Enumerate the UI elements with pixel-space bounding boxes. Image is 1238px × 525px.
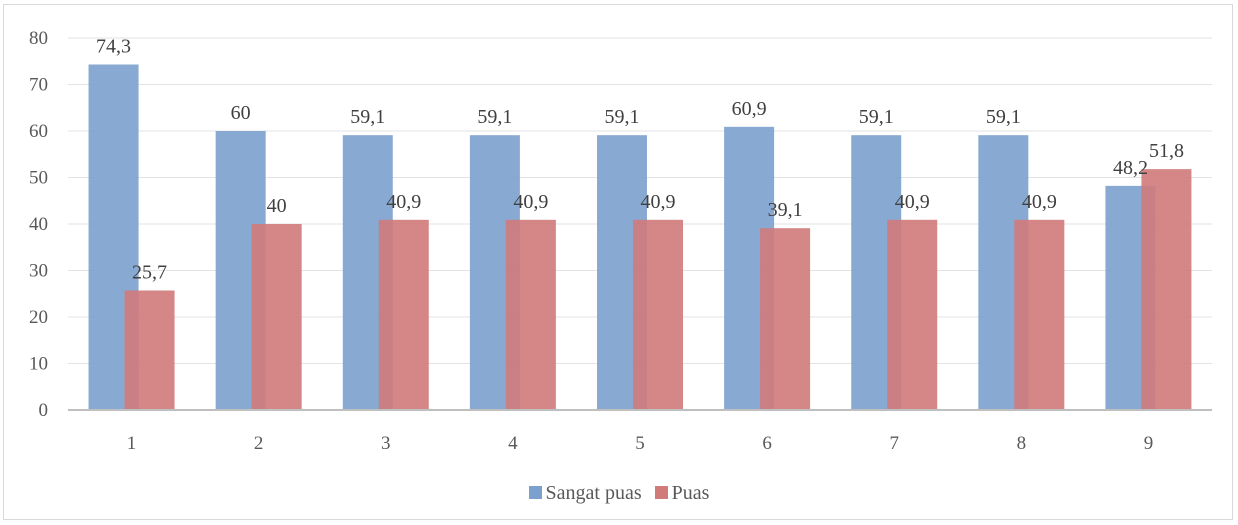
x-tick-label: 6 — [762, 433, 772, 454]
y-tick-label: 50 — [29, 168, 48, 189]
data-label-puas: 40,9 — [895, 191, 930, 213]
bar-puas — [887, 219, 938, 410]
y-tick-label: 70 — [29, 75, 48, 96]
y-tick-label: 20 — [29, 307, 48, 328]
y-tick-label: 30 — [29, 261, 48, 282]
x-tick-label: 9 — [1144, 433, 1154, 454]
bar-puas — [1014, 219, 1065, 410]
data-label-sangat-puas: 60,9 — [732, 98, 767, 120]
y-tick-label: 10 — [29, 354, 48, 375]
x-tick-label: 8 — [1017, 433, 1027, 454]
data-label-puas: 40,9 — [1022, 191, 1057, 213]
data-label-puas: 40,9 — [386, 191, 421, 213]
bar-puas — [760, 228, 811, 410]
x-tick-label: 2 — [254, 433, 264, 454]
data-label-sangat-puas: 59,1 — [986, 106, 1021, 128]
data-label-puas: 51,8 — [1149, 140, 1184, 162]
bar-puas — [251, 224, 302, 410]
y-tick-label: 40 — [29, 214, 48, 235]
data-label-sangat-puas: 59,1 — [477, 106, 512, 128]
data-label-sangat-puas: 59,1 — [605, 106, 640, 128]
data-label-puas: 40,9 — [641, 191, 676, 213]
data-label-puas: 39,1 — [768, 199, 803, 221]
bar-puas — [633, 219, 683, 410]
x-tick-label: 4 — [508, 433, 518, 454]
data-label-puas: 40 — [267, 195, 287, 217]
data-label-sangat-puas: 59,1 — [859, 106, 894, 128]
data-label-sangat-puas: 59,1 — [350, 106, 385, 128]
legend: Sangat puas Puas — [0, 482, 1238, 505]
bar-chart: 0 10 20 30 40 50 60 70 80 1 2 3 4 5 6 7 8 9 74,3 25,7 60 40 59… — [29, 28, 1212, 454]
x-tick-label: 3 — [381, 433, 391, 454]
y-tick-label: 80 — [29, 28, 48, 49]
bar-puas — [1141, 169, 1192, 410]
x-tick-label: 7 — [889, 433, 899, 454]
data-label-sangat-puas: 48,2 — [1113, 157, 1148, 179]
x-tick-label: 1 — [127, 433, 137, 454]
legend-label-puas: Puas — [671, 482, 710, 504]
data-label-sangat-puas: 74,3 — [96, 36, 131, 58]
legend-swatch-puas — [654, 486, 668, 499]
data-label-puas: 25,7 — [132, 261, 167, 283]
y-tick-label: 0 — [39, 400, 49, 421]
legend-item-puas: Puas — [654, 482, 710, 505]
legend-item-sangat-puas: Sangat puas — [528, 482, 642, 505]
legend-label-sangat-puas: Sangat puas — [545, 482, 642, 504]
bar-puas — [505, 219, 556, 410]
legend-swatch-sangat-puas — [528, 486, 542, 499]
bar-puas — [378, 219, 429, 410]
x-tick-label: 5 — [635, 433, 645, 454]
data-label-puas: 40,9 — [513, 191, 548, 213]
data-label-sangat-puas: 60 — [231, 102, 251, 124]
bar-puas — [124, 290, 175, 410]
y-tick-label: 60 — [29, 121, 48, 142]
